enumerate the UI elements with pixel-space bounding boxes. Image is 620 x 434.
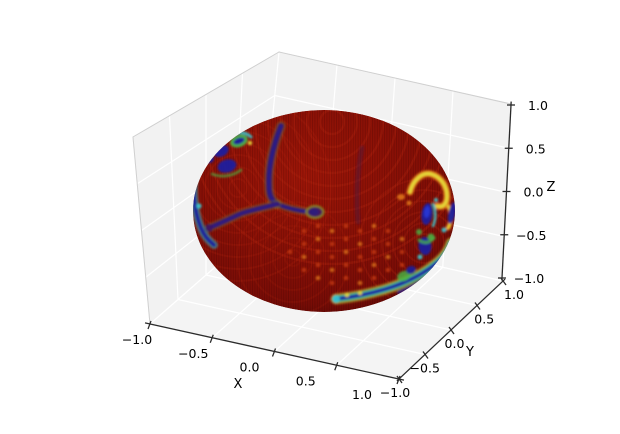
y-axis-tick-label: −0.5	[410, 361, 440, 376]
z-axis-tick-label: 0.5	[526, 141, 546, 156]
z-axis-label: Z	[547, 180, 556, 195]
surface-features	[193, 121, 455, 305]
y-axis-tick-label: 0.0	[445, 336, 465, 351]
x-axis-tick-label: 0.0	[240, 360, 260, 375]
y-axis-tick-label: 1.0	[504, 287, 524, 302]
z-axis-tick-label: 0.0	[524, 185, 544, 200]
sphere-surface	[193, 110, 455, 312]
x-axis-tick-label: −0.5	[178, 346, 208, 361]
y-axis-label: Y	[465, 345, 474, 360]
y-axis-tick-label: −1.0	[380, 385, 410, 400]
y-axis-tick-label: 0.5	[474, 312, 494, 327]
x-axis-tick-label: 0.5	[296, 373, 316, 388]
pane-outer-edges	[132, 51, 512, 325]
x-axis-label: X	[234, 377, 243, 392]
axes: −1.0−0.50.00.51.0X−1.0−0.50.00.51.0Y−1.0…	[122, 98, 556, 402]
z-axis-tick-label: −0.5	[516, 228, 546, 243]
z-axis-tick-label: −1.0	[514, 271, 544, 286]
z-axis-tick-label: 1.0	[528, 98, 548, 113]
x-axis-tick-label: −1.0	[122, 332, 152, 347]
x-axis-tick-label: 1.0	[352, 387, 372, 402]
